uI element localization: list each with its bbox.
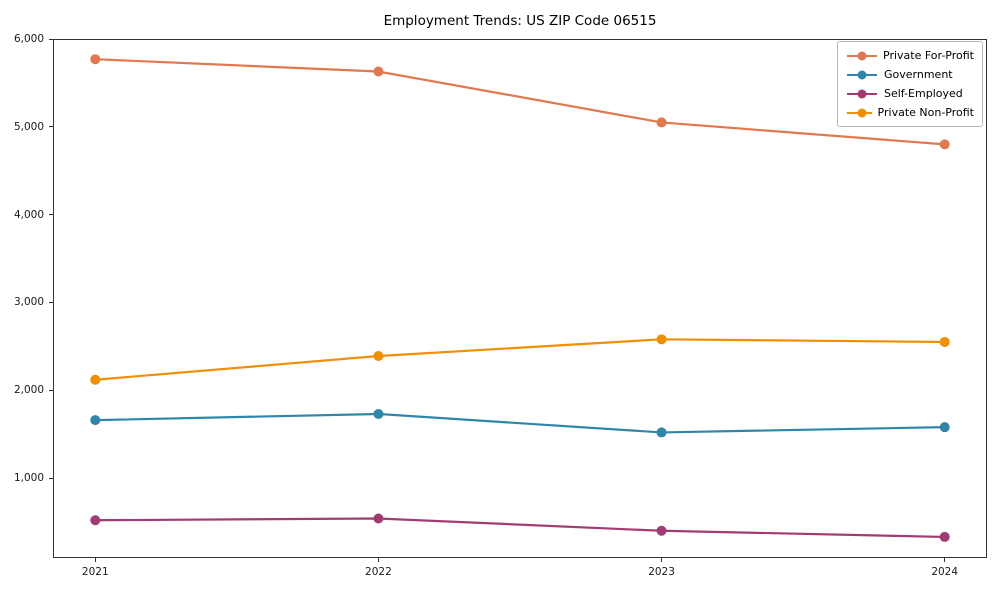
x-tick-mark: [661, 558, 663, 562]
series-line-private-for-profit: [95, 58, 945, 146]
x-tick-label: 2022: [365, 566, 392, 578]
y-tick-mark: [49, 301, 53, 303]
data-point: [373, 351, 384, 362]
legend: Private For-Profit Government Self-Employe…: [837, 41, 983, 127]
y-tick-label: 5,000: [13, 120, 44, 133]
legend-swatch-line-marker-icon: [847, 89, 877, 98]
data-point: [656, 525, 667, 536]
legend-label: Private Non-Profit: [877, 106, 974, 119]
chart-title: Employment Trends: US ZIP Code 06515: [383, 13, 657, 29]
data-point: [656, 117, 667, 128]
series-line-self-employed: [95, 517, 945, 539]
series-line-government: [95, 412, 945, 434]
y-tick-mark: [49, 389, 53, 391]
legend-swatch-line-marker-icon: [847, 70, 877, 79]
y-tick-label: 2,000: [13, 384, 44, 397]
data-point: [90, 515, 101, 526]
data-point: [373, 408, 384, 419]
data-point: [939, 531, 950, 542]
data-point: [656, 334, 667, 345]
y-tick-mark: [49, 214, 53, 216]
y-tick-label: 1,000: [13, 472, 44, 485]
data-point: [90, 374, 101, 385]
legend-label: Private For-Profit: [883, 49, 974, 62]
data-point: [939, 336, 950, 347]
legend-item: Private For-Profit: [846, 49, 974, 62]
legend-swatch-line-marker-icon: [847, 108, 872, 117]
plot-area: [53, 39, 987, 558]
legend-label: Self-Employed: [884, 87, 963, 100]
data-point: [373, 66, 384, 77]
legend-item: Private Non-Profit: [846, 106, 974, 119]
legend-swatch-line-marker-icon: [847, 51, 877, 60]
data-point: [656, 427, 667, 438]
x-tick-label: 2023: [648, 566, 675, 578]
y-tick-label: 4,000: [13, 208, 44, 221]
x-tick-label: 2024: [931, 566, 959, 578]
legend-item: Self-Employed: [846, 87, 974, 100]
series-line-private-non-profit: [95, 338, 945, 381]
y-tick-mark: [49, 38, 53, 40]
legend-label: Government: [884, 68, 953, 81]
data-point: [90, 415, 101, 426]
x-tick-mark: [94, 558, 96, 562]
y-tick-mark: [49, 126, 53, 128]
data-point: [373, 513, 384, 524]
legend-item: Government: [846, 68, 974, 81]
y-tick-mark: [49, 477, 53, 479]
data-point: [939, 422, 950, 433]
x-tick-mark: [377, 558, 379, 562]
y-tick-label: 3,000: [13, 296, 44, 309]
x-tick-mark: [944, 558, 946, 562]
x-tick-label: 2021: [81, 566, 109, 578]
y-tick-label: 6,000: [13, 33, 44, 45]
data-point: [90, 54, 101, 65]
data-point: [939, 139, 950, 150]
